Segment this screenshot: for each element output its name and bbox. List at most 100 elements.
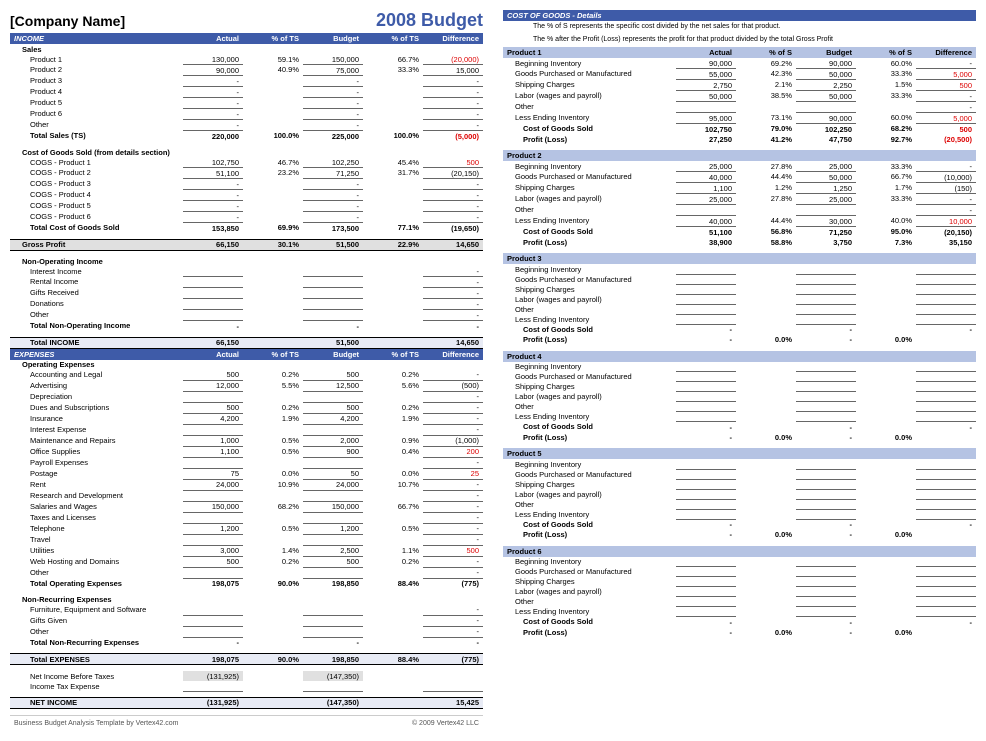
row-label: Goods Purchased or Manufactured bbox=[503, 172, 676, 183]
row-label: Advertising bbox=[10, 380, 183, 391]
cell-budget: 500 bbox=[303, 370, 363, 381]
cell-diff: - bbox=[423, 370, 483, 381]
cell-actual bbox=[676, 304, 736, 314]
cell-actual: 220,000 bbox=[183, 131, 243, 142]
cell-budget: 4,200 bbox=[303, 413, 363, 424]
cell-diff bbox=[916, 459, 976, 469]
cell-diff: - bbox=[423, 321, 483, 332]
row-label: Cost of Goods Sold bbox=[503, 227, 676, 238]
cell-pct2 bbox=[856, 469, 916, 479]
cell-pct bbox=[243, 98, 303, 109]
row-label: Payroll Expenses bbox=[10, 457, 183, 468]
cell-pct2 bbox=[856, 509, 916, 519]
group-label: Sales bbox=[10, 44, 483, 54]
cell-budget bbox=[796, 509, 856, 519]
cell-pct2 bbox=[363, 605, 423, 616]
product-header: Product 3 bbox=[503, 253, 976, 264]
cell-pct2 bbox=[363, 87, 423, 98]
cell-budget: (147,350) bbox=[303, 697, 363, 708]
cell-diff bbox=[916, 557, 976, 567]
cell-pct bbox=[243, 212, 303, 223]
cell-budget bbox=[303, 391, 363, 402]
cell-budget: 198,850 bbox=[303, 654, 363, 665]
cell-pct2 bbox=[363, 321, 423, 332]
cell-pct bbox=[243, 321, 303, 332]
cell-budget bbox=[796, 412, 856, 422]
row-label: Other bbox=[10, 626, 183, 637]
cell-pct bbox=[736, 422, 796, 433]
col-actual: Actual bbox=[179, 34, 239, 43]
cell-diff: (775) bbox=[423, 654, 483, 665]
cell-budget bbox=[796, 314, 856, 324]
cell-actual bbox=[676, 392, 736, 402]
row-label: Product 3 bbox=[10, 76, 183, 87]
cell-pct2 bbox=[856, 557, 916, 567]
group-label: Cost of Goods Sold (from details section… bbox=[10, 147, 483, 157]
cell-diff bbox=[916, 412, 976, 422]
cell-budget: - bbox=[796, 422, 856, 433]
cell-actual bbox=[183, 567, 243, 578]
cell-actual: 25,000 bbox=[676, 194, 736, 205]
cell-diff bbox=[916, 382, 976, 392]
product-table: Beginning InventoryGoods Purchased or Ma… bbox=[503, 362, 976, 443]
cell-actual bbox=[676, 382, 736, 392]
row-label: Telephone bbox=[10, 523, 183, 534]
cell-pct2 bbox=[363, 98, 423, 109]
cell-pct: 38.5% bbox=[736, 91, 796, 102]
cell-budget bbox=[796, 597, 856, 607]
cell-actual: 2,750 bbox=[676, 80, 736, 91]
cell-pct2 bbox=[856, 372, 916, 382]
cell-pct bbox=[243, 310, 303, 321]
cell-pct bbox=[736, 509, 796, 519]
cell-pct bbox=[243, 626, 303, 637]
cell-pct bbox=[736, 102, 796, 113]
cell-actual: 27,250 bbox=[676, 134, 736, 144]
cell-pct2: 1.7% bbox=[856, 183, 916, 194]
cell-diff: (10,000) bbox=[916, 172, 976, 183]
cell-pct2: 95.0% bbox=[856, 227, 916, 238]
cell-pct2: 0.0% bbox=[363, 468, 423, 479]
cell-budget: 2,250 bbox=[796, 80, 856, 91]
cell-diff: 15,425 bbox=[423, 697, 483, 708]
cell-pct bbox=[736, 372, 796, 382]
row-label: Beginning Inventory bbox=[503, 459, 676, 469]
cell-budget: 12,500 bbox=[303, 380, 363, 391]
expenses-table: Operating ExpensesAccounting and Legal50… bbox=[10, 360, 483, 666]
cell-budget bbox=[796, 294, 856, 304]
cell-pct bbox=[736, 459, 796, 469]
cell-pct bbox=[736, 597, 796, 607]
cell-budget bbox=[303, 681, 363, 691]
cell-pct: 1.4% bbox=[243, 545, 303, 556]
cell-pct bbox=[736, 607, 796, 617]
row-label: Total Non-Operating Income bbox=[10, 321, 183, 332]
cell-budget: - bbox=[303, 87, 363, 98]
cog-note1: The % of S represents the specific cost … bbox=[503, 21, 976, 34]
row-label: Profit (Loss) bbox=[503, 134, 676, 144]
cell-budget: - bbox=[303, 179, 363, 190]
cell-diff: (20,000) bbox=[423, 54, 483, 65]
cell-pct: 40.9% bbox=[243, 65, 303, 76]
cell-pct2: 0.0% bbox=[856, 530, 916, 540]
cell-pct bbox=[243, 457, 303, 468]
net-table: Net Income Before Taxes(131,925)(147,350… bbox=[10, 665, 483, 709]
cell-pct: 100.0% bbox=[243, 131, 303, 142]
cell-actual: 95,000 bbox=[676, 113, 736, 124]
cell-budget: - bbox=[796, 519, 856, 530]
row-label: Research and Development bbox=[10, 490, 183, 501]
cell-actual bbox=[676, 597, 736, 607]
cell-pct2: 0.2% bbox=[363, 556, 423, 567]
cell-actual bbox=[183, 490, 243, 501]
cell-pct2 bbox=[363, 534, 423, 545]
cell-diff: - bbox=[916, 422, 976, 433]
cell-pct bbox=[243, 534, 303, 545]
cell-diff: 500 bbox=[423, 157, 483, 168]
cell-budget bbox=[796, 557, 856, 567]
cell-budget: 150,000 bbox=[303, 54, 363, 65]
cell-pct: 42.3% bbox=[736, 69, 796, 80]
cell-diff bbox=[916, 274, 976, 284]
cell-actual bbox=[676, 372, 736, 382]
row-label: Goods Purchased or Manufactured bbox=[503, 469, 676, 479]
cell-pct2 bbox=[856, 284, 916, 294]
cell-pct bbox=[243, 512, 303, 523]
cell-budget: - bbox=[303, 321, 363, 332]
